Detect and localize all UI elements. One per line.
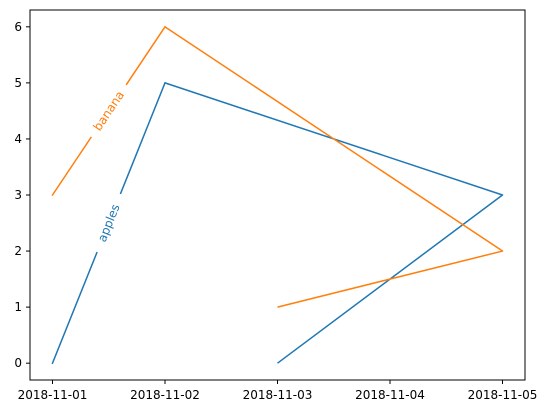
y-tick-label: 5 (14, 76, 22, 90)
x-tick-label: 2018-11-05 (468, 388, 538, 402)
series-banana-line-segment (125, 25, 167, 86)
y-tick-label: 0 (14, 356, 22, 370)
y-axis: 0 1 2 3 4 5 6 (14, 20, 30, 370)
y-tick-label: 4 (14, 132, 22, 146)
x-tick-label: 2018-11-04 (355, 388, 425, 402)
x-tick-label: 2018-11-02 (130, 388, 200, 402)
y-tick-label: 6 (14, 20, 22, 34)
y-tick-label: 3 (14, 188, 22, 202)
y-tick-label: 1 (14, 300, 22, 314)
series-apples-line (164, 82, 504, 364)
x-axis: 2018-11-01 2018-11-02 2018-11-03 2018-11-04… (18, 380, 538, 402)
x-tick-label: 2018-11-03 (243, 388, 313, 402)
x-tick-label: 2018-11-01 (18, 388, 88, 402)
series-banana-line (164, 26, 504, 308)
series-apples-line-segment (51, 251, 98, 365)
y-tick-label: 2 (14, 244, 22, 258)
series-apples-line-segment (119, 81, 166, 195)
series-banana-line-segment (51, 136, 92, 197)
